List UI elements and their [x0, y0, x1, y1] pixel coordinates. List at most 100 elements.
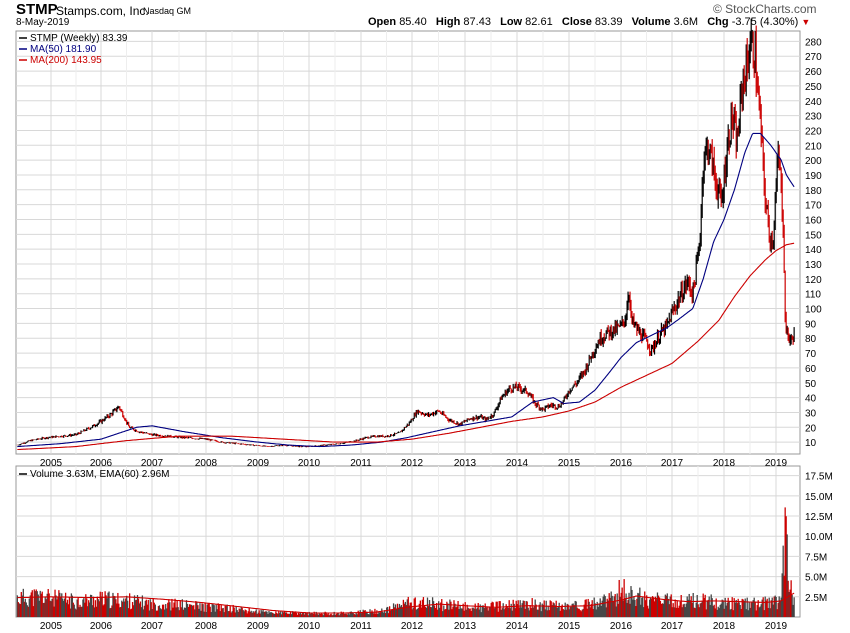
- volume-x-ticks: 2005 2006 2007 2008 2009 2010 2011 2012 2013 2014…: [40, 621, 788, 632]
- volume-ema: [17, 592, 795, 614]
- price-y-tick-label: 160: [805, 215, 822, 226]
- price-x-tick-label: 2005: [40, 458, 63, 469]
- price-y-tick-label: 220: [805, 126, 822, 137]
- volume-legend: Volume 3.63M, EMA(60) 2.96M: [19, 469, 170, 480]
- price-x-tick-label: 2011: [350, 458, 372, 469]
- volume-x-tick-label: 2008: [195, 621, 218, 632]
- close-label: Close: [561, 16, 592, 28]
- volume-x-tick-label: 2019: [765, 621, 788, 632]
- ticker-symbol: STMP: [16, 1, 58, 18]
- open-value: 85.40: [399, 16, 427, 28]
- low-label: Low: [500, 16, 523, 28]
- price-y-tick-label: 150: [805, 230, 822, 241]
- price-y-tick-label: 110: [805, 290, 821, 301]
- price-x-ticks: 2005 2006 2007 2008 2009 2010 2011 2012 2013 2014…: [40, 458, 788, 469]
- price-y-ticks: 10 20 30 40 50 60 70 80 90 100 110 120 130 140 150 160 1…: [805, 37, 822, 449]
- volume-x-tick-label: 2016: [610, 621, 633, 632]
- volume-x-tick-label: 2009: [247, 621, 270, 632]
- price-y-tick-label: 20: [805, 423, 817, 434]
- volume-ema-line: [17, 592, 795, 614]
- volume-x-tick-label: 2007: [141, 621, 164, 632]
- ma200-line: [17, 242, 795, 451]
- volume-x-tick-label: 2015: [558, 621, 581, 632]
- price-y-tick-label: 120: [805, 275, 822, 286]
- volume-panel: [15, 465, 801, 618]
- price-y-tick-label: 240: [805, 97, 822, 108]
- price-y-tick-label: 40: [805, 394, 817, 405]
- price-lines: [16, 18, 795, 451]
- price-x-tick-label: 2019: [765, 458, 788, 469]
- volume-y-tick-label: 2.5M: [805, 593, 827, 604]
- legend-entry: MA(50) 181.90: [30, 44, 97, 55]
- legend-entry: MA(200) 143.95: [30, 55, 102, 66]
- price-x-tick-label: 2007: [141, 458, 164, 469]
- price-y-tick-label: 80: [805, 334, 817, 345]
- chg-label: Chg: [707, 16, 729, 28]
- price-y-tick-label: 50: [805, 379, 817, 390]
- volume-y-tick-label: 15.0M: [805, 492, 833, 503]
- low-value: 82.61: [525, 16, 553, 28]
- volume-bars: [16, 507, 795, 617]
- price-y-tick-label: 260: [805, 67, 822, 78]
- price-x-tick-label: 2008: [195, 458, 218, 469]
- chg-value: -3.75 (4.30%): [731, 16, 799, 28]
- price-x-tick-label: 2010: [298, 458, 321, 469]
- volume-x-tick-label: 2005: [40, 621, 63, 632]
- volume-x-tick-label: 2014: [506, 621, 529, 632]
- price-x-tick-label: 2006: [90, 458, 113, 469]
- volume-x-tick-label: 2017: [661, 621, 684, 632]
- volume-y-ticks: 2.5M 5.0M 7.5M 10.0M 12.5M 15.0M 17.5M: [805, 472, 833, 604]
- price-y-tick-label: 130: [805, 260, 822, 271]
- legend-entry: Volume 3.63M, EMA(60) 2.96M: [30, 469, 170, 480]
- volume-y-tick-label: 5.0M: [805, 573, 827, 584]
- price-y-tick-label: 10: [805, 438, 817, 449]
- price-x-tick-label: 2014: [506, 458, 529, 469]
- brand-watermark[interactable]: © StockCharts.com: [713, 2, 817, 16]
- legend-entry: STMP (Weekly) 83.39: [30, 33, 128, 44]
- close-value: 83.39: [594, 16, 623, 28]
- price-y-tick-label: 270: [805, 52, 822, 63]
- price-x-tick-label: 2018: [713, 458, 736, 469]
- volume-x-tick-label: 2006: [90, 621, 113, 632]
- price-y-tick-label: 180: [805, 186, 822, 197]
- price-x-tick-label: 2013: [454, 458, 477, 469]
- volume-x-tick-label: 2010: [298, 621, 321, 632]
- volume-y-tick-label: 10.0M: [805, 532, 833, 543]
- price-panel: [15, 30, 801, 455]
- volume-y-tick-label: 7.5M: [805, 552, 827, 563]
- price-y-tick-label: 190: [805, 171, 822, 182]
- price-y-tick-label: 60: [805, 364, 817, 375]
- price-grid: [16, 31, 800, 454]
- company-name: Stamps.com, Inc.: [56, 4, 149, 18]
- exchange-name: Nasdaq GM: [143, 6, 192, 16]
- quote-date: 8-May-2019: [16, 17, 70, 28]
- price-y-tick-label: 200: [805, 156, 822, 167]
- volume-value: 3.6M: [673, 16, 699, 28]
- high-value: 87.43: [463, 16, 491, 28]
- ma50-line: [17, 132, 795, 448]
- volume-y-tick-label: 17.5M: [805, 472, 833, 483]
- price-x-tick-label: 2012: [401, 458, 424, 469]
- price-y-tick-label: 100: [805, 305, 822, 316]
- price-y-tick-label: 280: [805, 37, 822, 48]
- price-x-tick-label: 2009: [247, 458, 270, 469]
- price-y-tick-label: 250: [805, 82, 822, 93]
- volume-label: Volume: [631, 16, 671, 28]
- price-x-tick-label: 2015: [558, 458, 581, 469]
- price-x-tick-label: 2017: [661, 458, 684, 469]
- price-x-tick-label: 2016: [610, 458, 633, 469]
- volume-x-tick-label: 2012: [401, 621, 424, 632]
- price-y-tick-label: 90: [805, 319, 817, 330]
- price-y-tick-label: 30: [805, 408, 817, 419]
- price-y-tick-label: 230: [805, 112, 822, 123]
- volume-x-tick-label: 2018: [713, 621, 736, 632]
- quote-bar: Open 85.40 High 87.43 Low 82.61 Close 83…: [368, 16, 810, 28]
- down-arrow-icon: ▼: [801, 17, 811, 27]
- price-y-tick-label: 210: [805, 141, 822, 152]
- volume-x-tick-label: 2011: [350, 621, 372, 632]
- open-label: Open: [368, 16, 397, 28]
- volume-y-tick-label: 12.5M: [805, 512, 833, 523]
- price-y-tick-label: 70: [805, 349, 817, 360]
